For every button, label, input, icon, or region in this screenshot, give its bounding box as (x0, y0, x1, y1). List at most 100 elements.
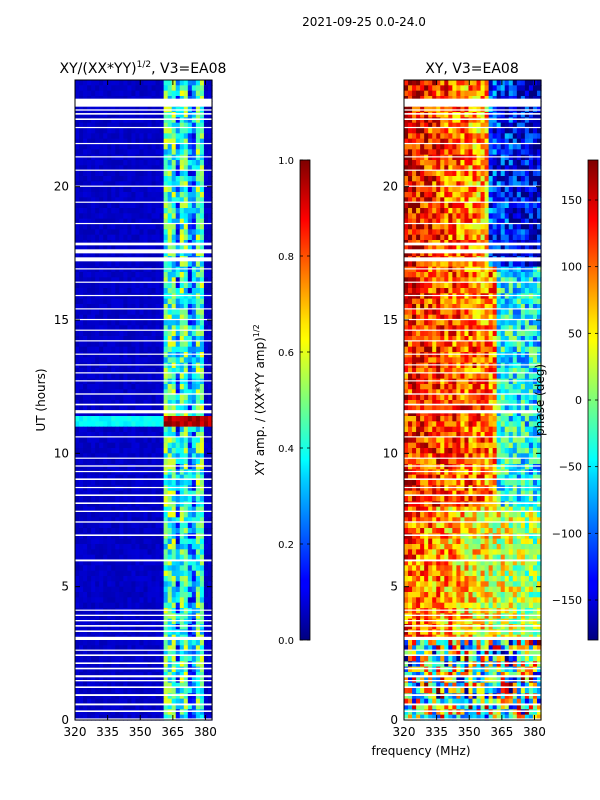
left-cell (167, 565, 173, 572)
left-cell (183, 597, 189, 604)
left-cell (147, 586, 153, 593)
left-cell (207, 709, 213, 716)
right-cell (504, 122, 510, 129)
left-cell (143, 362, 149, 369)
left-cell (91, 570, 96, 577)
left-cell (203, 330, 209, 337)
right-cell (452, 154, 457, 161)
left-cell (155, 554, 161, 561)
left-cell (135, 314, 141, 321)
right-cell (408, 128, 413, 134)
left-cell (115, 218, 120, 225)
left-cell (179, 304, 185, 310)
left-cell (167, 170, 173, 177)
left-cell (131, 496, 137, 502)
left-cell (91, 432, 96, 438)
right-cell (428, 202, 433, 209)
left-cell (83, 554, 88, 561)
left-cell (115, 261, 120, 268)
left-cell (163, 362, 169, 369)
right-cell (516, 165, 522, 172)
left-cell (195, 506, 201, 513)
left-cell (99, 208, 104, 214)
left-cell (191, 362, 197, 369)
colorbar-tick-label: 0.6 (278, 348, 294, 359)
right-cell (460, 170, 466, 177)
left-cell (179, 405, 185, 412)
left-cell (143, 154, 149, 161)
right-cell (444, 192, 449, 198)
left-cell (187, 544, 193, 550)
right-cell (496, 122, 502, 129)
left-cell (127, 576, 133, 582)
left-cell (91, 176, 96, 182)
left-cell (183, 373, 189, 380)
left-cell (83, 490, 88, 497)
left-cell (163, 298, 169, 305)
left-cell (91, 469, 96, 476)
left-cell (107, 192, 112, 198)
left-cell (159, 501, 165, 508)
left-cell (91, 192, 96, 198)
right-cell (448, 181, 453, 188)
left-cell (127, 666, 133, 673)
left-cell (175, 629, 181, 636)
left-cell (151, 117, 157, 124)
right-cell (468, 128, 474, 134)
right-cell (528, 117, 534, 124)
left-cell (183, 213, 189, 220)
left-cell (179, 549, 185, 556)
left-cell (91, 112, 96, 118)
left-cell (127, 512, 133, 518)
left-cell (207, 517, 213, 524)
right-cell (444, 144, 449, 150)
right-cell (480, 170, 486, 177)
left-cell (103, 565, 108, 572)
left-cell (135, 666, 141, 673)
left-cell (103, 474, 108, 481)
left-cell (203, 352, 209, 358)
left-cell (95, 458, 100, 465)
left-cell (147, 314, 153, 321)
left-cell (163, 160, 169, 166)
left-cell (191, 602, 197, 609)
left-cell (203, 378, 209, 385)
left-cell (139, 645, 145, 652)
left-cell (155, 373, 161, 380)
left-cell (111, 682, 116, 689)
right-cell (408, 192, 413, 198)
right-cell (456, 176, 462, 182)
left-cell (183, 288, 189, 294)
left-cell (155, 298, 161, 305)
left-cell (151, 282, 157, 289)
left-cell (127, 517, 133, 524)
right-cell (440, 192, 445, 198)
right-cell (532, 117, 538, 124)
right-cell (452, 122, 457, 129)
left-cell (91, 90, 96, 97)
left-cell (171, 314, 177, 321)
left-cell (195, 362, 201, 369)
right-cell (456, 133, 462, 140)
left-cell (123, 234, 128, 241)
left-cell (107, 389, 112, 396)
right-cell (484, 197, 490, 204)
left-cell (167, 682, 173, 689)
left-cell (179, 485, 185, 492)
right-cell (464, 160, 470, 166)
right-cell (508, 112, 514, 118)
left-cell (203, 533, 209, 540)
left-cell (191, 325, 197, 332)
left-cell (123, 442, 128, 449)
left-cell (207, 117, 213, 124)
left-cell (159, 597, 165, 604)
left-cell (183, 272, 189, 278)
left-cell (95, 704, 100, 710)
flagged-gap (75, 710, 212, 712)
left-cell (135, 266, 141, 273)
left-cell (115, 698, 120, 705)
left-cell (107, 293, 112, 300)
left-cell (127, 501, 133, 508)
left-cell (87, 442, 92, 449)
left-cell (79, 474, 84, 481)
